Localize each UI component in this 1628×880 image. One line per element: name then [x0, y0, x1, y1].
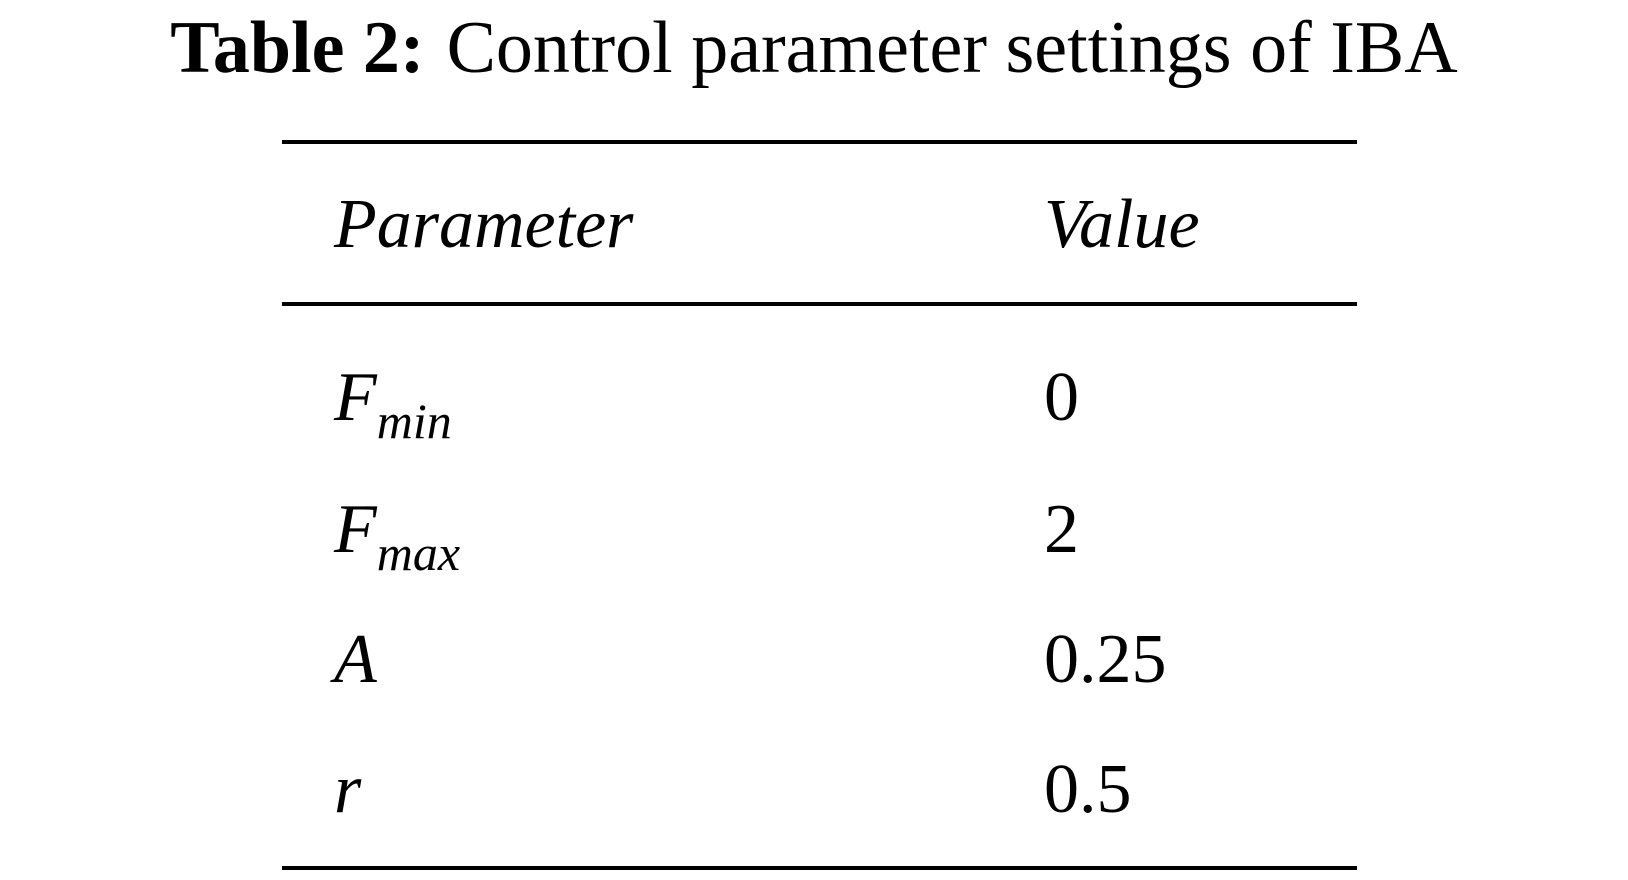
header-rule [282, 302, 1357, 306]
parameter-cell: r [334, 750, 361, 830]
bottom-rule [282, 866, 1357, 870]
header-cell: Parameter [334, 186, 634, 263]
parameter-subscript: min [376, 393, 452, 449]
table-caption: Table 2: Control parameter settings of IB… [0, 0, 1628, 96]
parameter-symbol: F [334, 359, 377, 436]
value-cell: 0.25 [1044, 621, 1167, 698]
parameter-symbol: A [334, 621, 377, 698]
value-cell: 0 [1044, 359, 1079, 436]
caption-text: Control parameter settings of IBA [446, 7, 1458, 89]
parameter-cell: Fmin [334, 358, 452, 446]
parameter-cell: Fmax [334, 490, 460, 578]
top-rule [282, 140, 1357, 144]
header-cell: Value [1044, 186, 1200, 263]
value-cell: 0.5 [1044, 751, 1132, 828]
parameter-symbol: F [334, 491, 377, 568]
parameter-symbol: r [334, 751, 362, 828]
parameter-subscript: max [376, 525, 461, 581]
caption-label: Table 2: [170, 7, 425, 89]
parameter-cell: A [334, 620, 377, 700]
value-cell: 2 [1044, 491, 1079, 568]
